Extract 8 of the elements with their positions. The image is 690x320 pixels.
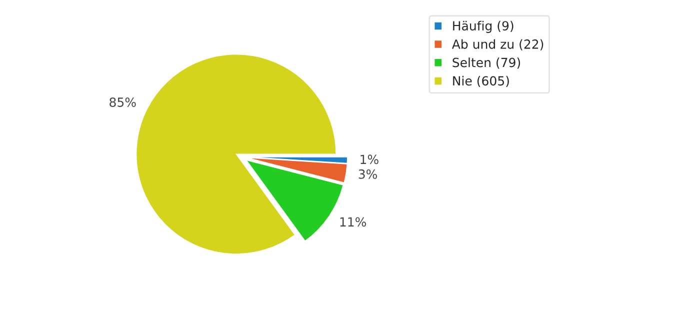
data-label: 11% (340, 217, 366, 227)
data-label: 1% (360, 154, 378, 164)
data-label: 85% (110, 97, 136, 107)
legend-label: Ab und zu (22) (452, 39, 544, 50)
legend-label: Häufig (9) (453, 20, 514, 33)
legend-label: Nie (605) (453, 76, 509, 88)
data-label: 3% (358, 169, 377, 179)
legend-label: Selten (79) (452, 58, 520, 69)
